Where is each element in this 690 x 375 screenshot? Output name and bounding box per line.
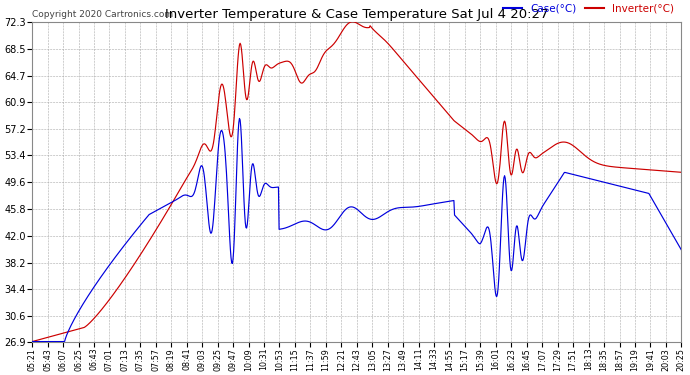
Legend: Case(°C), Inverter(°C): Case(°C), Inverter(°C) [501,2,676,16]
Text: Copyright 2020 Cartronics.com: Copyright 2020 Cartronics.com [32,10,173,19]
Title: Inverter Temperature & Case Temperature Sat Jul 4 20:27: Inverter Temperature & Case Temperature … [165,8,549,21]
